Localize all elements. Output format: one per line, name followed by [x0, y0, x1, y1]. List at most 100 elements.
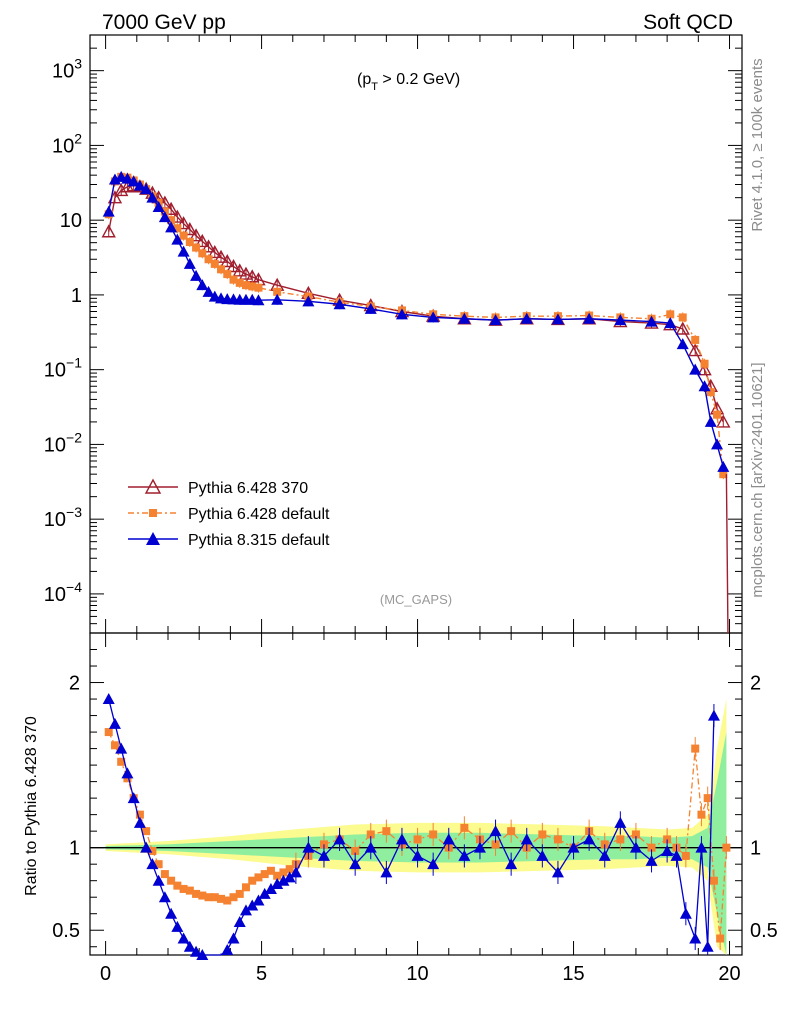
ratio-data-point [246, 899, 259, 911]
ratio-data-point [221, 944, 234, 956]
ratio-y-tick-label-right: 0.5 [750, 920, 778, 942]
main-data-point [458, 312, 471, 324]
ratio-data-point [190, 945, 203, 957]
ratio-data-point [235, 889, 244, 898]
main-data-point [711, 438, 724, 450]
ratio-data-point [614, 816, 627, 828]
ratio-y-label: Ratio to Pythia 6.428 370 [23, 716, 40, 896]
main-data-point [271, 293, 284, 305]
legend-label-pythia6-370: Pythia 6.428 370 [188, 480, 308, 497]
main-data-point [235, 278, 244, 287]
main-data-point [158, 211, 171, 223]
ratio-data-point [645, 854, 658, 866]
ratio-data-point [171, 920, 184, 932]
ratio-data-point [167, 876, 176, 885]
ratio-data-point [154, 860, 163, 869]
main-data-point [198, 249, 207, 258]
main-y-tick-label: 10 [60, 210, 82, 232]
ratio-data-point [104, 728, 113, 737]
main-data-point [675, 321, 690, 335]
x-tick-label: 5 [256, 963, 267, 985]
main-data-point [140, 183, 153, 195]
ratio-data-point [254, 873, 263, 882]
ratio-data-point [302, 841, 315, 853]
mcplots-label: mcplots.cern.ch [arXiv:2401.10621] [749, 362, 766, 597]
main-series-line [108, 176, 724, 475]
main-data-point [719, 470, 728, 479]
ratio-data-point [217, 894, 226, 903]
ratio-data-point [241, 883, 250, 892]
ratio-data-point [102, 693, 115, 705]
main-y-tick-label: 10−2 [44, 429, 82, 456]
main-data-point [133, 179, 146, 191]
ratio-y-tick-label: 2 [69, 673, 80, 695]
main-data-point [704, 415, 717, 427]
ratio-series-group [102, 693, 731, 960]
main-data-point [427, 311, 440, 323]
main-data-point [229, 275, 238, 284]
main-data-point [121, 172, 134, 184]
ratio-data-point [681, 851, 690, 860]
ratio-data-point [173, 881, 182, 890]
header-right-label: Soft QCD [643, 11, 733, 34]
main-data-point [188, 228, 204, 242]
ratio-data-point [364, 841, 377, 853]
ratio-data-point [538, 830, 547, 839]
rivet-label: Rivet 4.1.0, ≥ 100k events [749, 58, 766, 231]
ratio-data-point [536, 849, 549, 861]
main-data-point [689, 363, 702, 375]
main-data-point [551, 313, 564, 325]
x-tick-label: 15 [562, 963, 584, 985]
main-data-point [248, 282, 257, 291]
ratio-data-point [333, 833, 346, 845]
ratio-data-point [629, 841, 642, 853]
ratio-data-point [489, 825, 502, 837]
ratio-y-tick-label-right: 1 [750, 838, 761, 860]
main-tail-line [725, 474, 729, 634]
ratio-data-point [179, 884, 188, 893]
ratio-data-point [507, 827, 516, 836]
main-data-point [664, 317, 677, 329]
main-y-tick-label: 10−1 [44, 355, 82, 382]
ratio-data-point [192, 889, 201, 898]
main-data-point [706, 388, 715, 397]
main-data-point [201, 239, 216, 253]
ratio-data-point [670, 849, 683, 861]
ratio-y-tick-label-right: 2 [750, 673, 761, 695]
main-data-point [395, 308, 408, 320]
ratio-data-point [691, 744, 700, 753]
ratio-data-point [273, 871, 282, 880]
ratio-data-point [110, 741, 119, 750]
main-series-line [108, 184, 724, 423]
ratio-data-point [553, 835, 562, 844]
main-data-point [167, 216, 176, 225]
ratio-inner-band [105, 732, 727, 955]
ratio-data-point [317, 849, 330, 861]
ratio-y-tick-label: 0.5 [52, 920, 80, 942]
main-data-point [241, 281, 250, 290]
ratio-data-point [210, 893, 219, 902]
x-tick-label: 10 [406, 963, 428, 985]
ratio-data-point [722, 843, 731, 852]
main-data-point [101, 224, 116, 238]
ratio-data-point [277, 874, 290, 886]
main-data-point [114, 182, 129, 197]
ratio-data-point [204, 893, 213, 902]
ratio-data-point [411, 849, 424, 861]
ratio-data-point [285, 865, 294, 874]
ratio-data-point [227, 932, 240, 944]
main-data-point [223, 270, 232, 279]
ratio-data-point [140, 841, 153, 853]
legend-label-pythia8: Pythia 8.315 default [188, 532, 330, 549]
ratio-data-point [229, 893, 238, 902]
ratio-data-point [631, 830, 640, 839]
ratio-data-point [380, 866, 393, 878]
ratio-data-point [264, 882, 277, 894]
ratio-data-point [196, 949, 209, 960]
ratio-data-point [716, 934, 725, 943]
ratio-data-point [183, 940, 196, 952]
main-data-point [210, 259, 219, 268]
main-data-point [202, 285, 215, 297]
